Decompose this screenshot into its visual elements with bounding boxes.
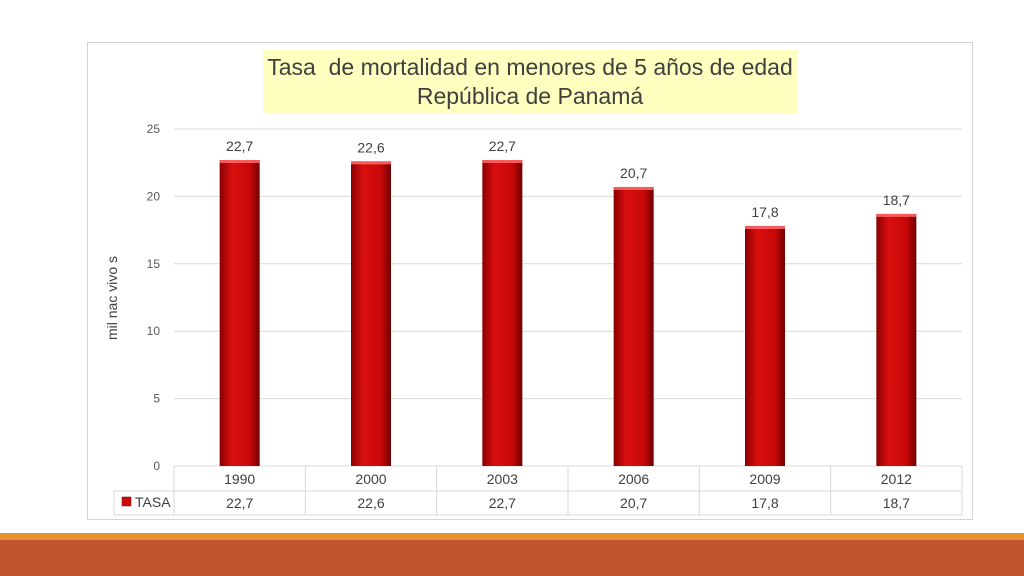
- y-tick-label: 10: [147, 324, 161, 338]
- y-tick-label: 15: [147, 257, 161, 271]
- bar-top-highlight: [482, 160, 523, 164]
- bar-top-highlight: [219, 160, 260, 164]
- table-value: 18,7: [883, 495, 910, 511]
- data-label: 20,7: [620, 165, 647, 181]
- table-value: 22,7: [226, 495, 253, 511]
- bar: [219, 160, 260, 466]
- footer-accent-band: [0, 533, 1024, 540]
- x-tick-label: 2012: [881, 471, 912, 487]
- bar-top-highlight: [745, 226, 785, 230]
- x-tick-label: 2009: [749, 471, 780, 487]
- chart-title: Tasa de mortalidad en menores de 5 años …: [267, 53, 793, 80]
- data-label: 22,6: [357, 139, 384, 155]
- data-label: 22,7: [226, 138, 253, 154]
- bar: [351, 161, 391, 467]
- x-tick-label: 1990: [224, 471, 255, 487]
- x-tick-label: 2003: [487, 471, 518, 487]
- legend-swatch: [121, 496, 132, 507]
- table-value: 17,8: [751, 495, 778, 511]
- bar-top-highlight: [613, 186, 654, 190]
- footer-band: [0, 540, 1024, 576]
- table-value: 20,7: [620, 495, 647, 511]
- data-label: 18,7: [883, 192, 910, 208]
- table-value: 22,6: [357, 495, 384, 511]
- chart-subtitle: República de Panamá: [416, 82, 644, 109]
- chart-title-box: Tasa de mortalidad en menores de 5 años …: [263, 50, 797, 113]
- y-tick-label: 25: [147, 122, 161, 136]
- bar: [613, 186, 654, 467]
- bar-top-highlight: [351, 161, 391, 165]
- table-value: 22,7: [489, 495, 516, 511]
- x-tick-label: 2006: [618, 471, 649, 487]
- bar-top-highlight: [876, 213, 917, 217]
- legend-label: TASA: [135, 494, 171, 510]
- bar: [745, 226, 785, 466]
- y-tick-label: 5: [153, 392, 160, 406]
- y-tick-label: 20: [147, 189, 161, 203]
- bar: [482, 160, 523, 466]
- x-tick-label: 2000: [355, 471, 386, 487]
- y-tick-label: 0: [153, 459, 160, 473]
- bar: [876, 213, 917, 466]
- data-label: 22,7: [489, 138, 516, 154]
- data-label: 17,8: [751, 204, 778, 220]
